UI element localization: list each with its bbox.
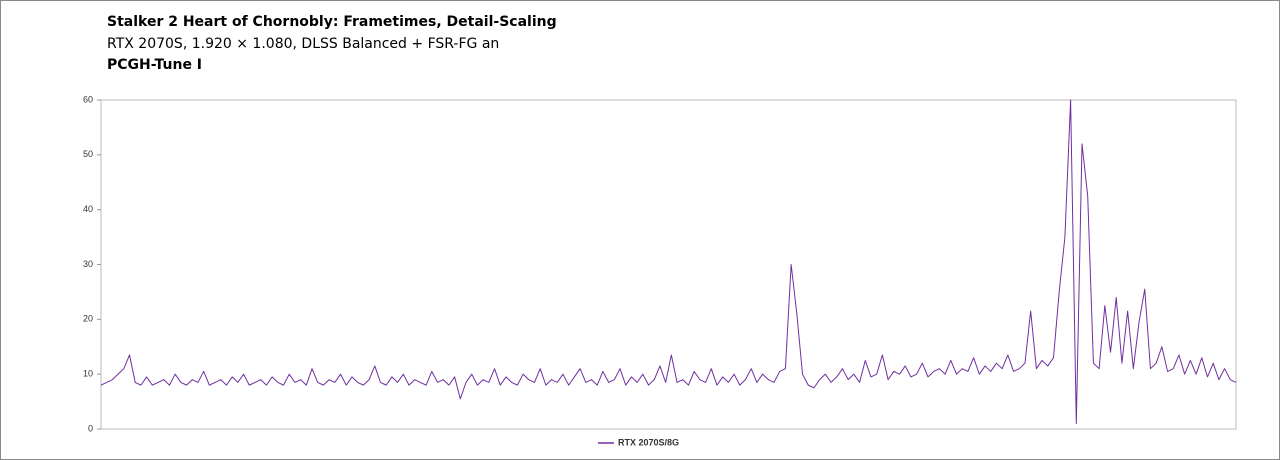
y-tick-label: 10 [83,369,93,379]
y-tick-label: 50 [83,149,93,159]
chart-annotation: PCGH-Tune I [107,57,202,73]
y-tick-label: 60 [83,94,93,104]
chart-subtitle: RTX 2070S, 1.920 × 1.080, DLSS Balanced … [107,36,499,52]
chart-title: Stalker 2 Heart of Chornobly: Frametimes… [107,14,557,30]
y-tick-label: 20 [83,314,93,324]
y-tick-label: 0 [88,423,93,433]
series-line [100,99,1237,425]
y-tick-label: 30 [83,259,93,269]
legend-label: RTX 2070S/8G [618,437,679,447]
y-tick-label: 40 [83,204,93,214]
